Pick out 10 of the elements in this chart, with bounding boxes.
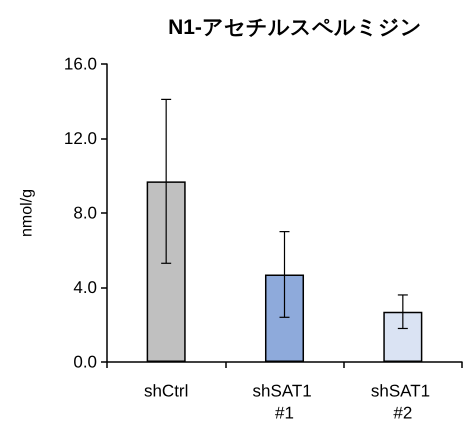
y-tick-label: 0.0 <box>73 352 97 372</box>
y-axis-title: nmol/g <box>18 188 36 238</box>
x-tick-label: shSAT1 #2 <box>370 382 435 422</box>
y-tick-label: 16.0 <box>64 54 97 74</box>
y-tick-label: 12.0 <box>64 129 97 148</box>
y-tick-label: 4.0 <box>73 278 97 297</box>
x-tick-label: shSAT1 #1 <box>252 382 316 422</box>
chart-title: N1-アセチルスペルミジン <box>168 16 422 39</box>
y-tick-label: 8.0 <box>73 204 97 222</box>
x-tick-label: shCtrl <box>144 382 188 400</box>
